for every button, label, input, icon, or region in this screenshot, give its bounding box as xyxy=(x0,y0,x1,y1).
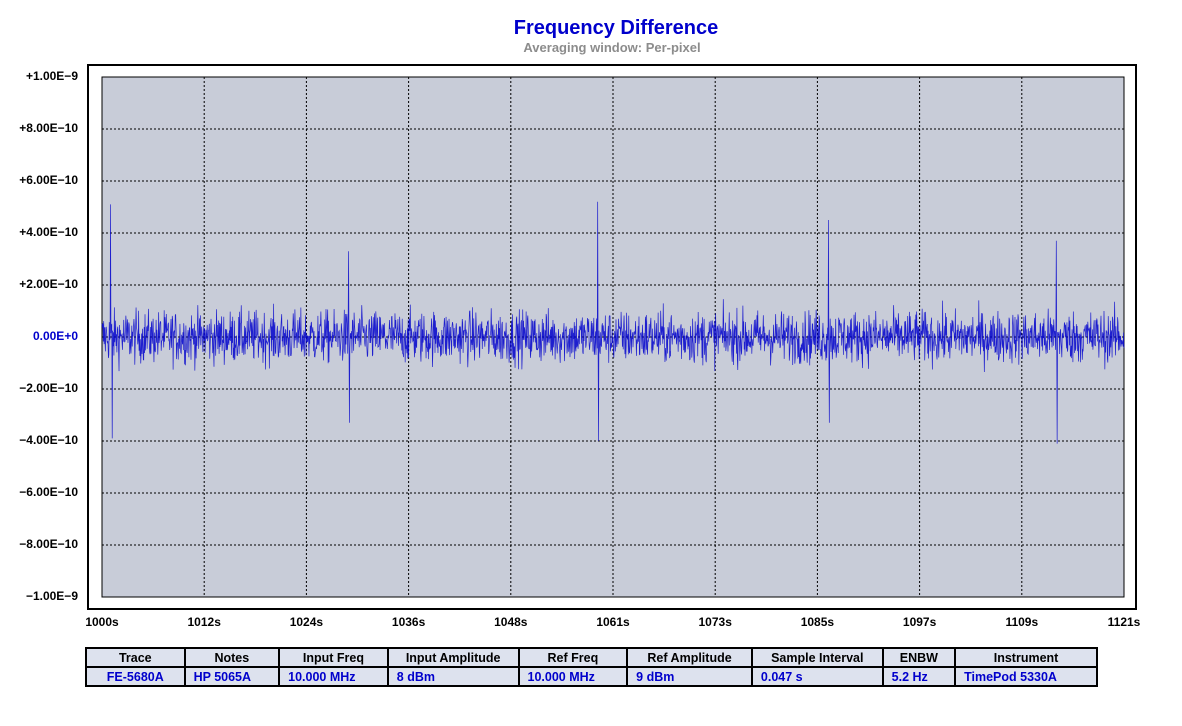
y-tick-label: +6.00E−10 xyxy=(19,173,78,187)
y-tick-label: −4.00E−10 xyxy=(19,433,78,447)
table-row: FE-5680A HP 5065A 10.000 MHz 8 dBm 10.000 MH… xyxy=(85,666,1098,687)
chart-title: Frequency Difference xyxy=(513,17,719,39)
table-cell: TimePod 5330A xyxy=(954,666,1098,687)
table-cell: 8 dBm xyxy=(386,666,520,687)
y-tick-label: 0.00E+0 xyxy=(32,329,78,343)
frequency-difference-trace xyxy=(101,201,1125,444)
y-tick-label: +8.00E−10 xyxy=(19,121,78,135)
x-tick-label: 1109s xyxy=(1005,615,1039,629)
table-header-cell: Ref Amplitude xyxy=(626,647,753,668)
y-tick-label: +2.00E−10 xyxy=(19,277,78,291)
table-body: FE-5680A HP 5065A 10.000 MHz 8 dBm 10.000 MH… xyxy=(85,666,1098,687)
table-header-cell: Ref Freq xyxy=(517,647,629,668)
table-cell: 0.047 s xyxy=(750,666,884,687)
table-header-cell: ENBW xyxy=(881,647,957,668)
y-tick-label: −2.00E−10 xyxy=(19,381,78,395)
x-tick-label: 1085s xyxy=(800,615,835,629)
x-tick-label: 1121s xyxy=(1107,615,1141,629)
table-cell: FE-5680A xyxy=(85,666,186,687)
y-tick-label: +4.00E−10 xyxy=(19,225,78,239)
x-tick-label: 1048s xyxy=(494,615,528,629)
table-header-cell: Input Amplitude xyxy=(386,647,520,668)
table-header-cell: Input Freq xyxy=(278,647,389,668)
trace-info-table: Trace Notes Input Freq Input Amplitude Ref F… xyxy=(85,647,1098,687)
table-cell: HP 5065A xyxy=(183,666,281,687)
x-tick-label: 1024s xyxy=(289,615,324,629)
table-cell: 10.000 MHz xyxy=(517,666,629,687)
table-header-row: Trace Notes Input Freq Input Amplitude Ref F… xyxy=(85,647,1098,668)
table-header-cell: Trace xyxy=(85,647,186,668)
x-tick-label: 1012s xyxy=(187,615,221,629)
y-tick-label: +1.00E−9 xyxy=(25,69,78,83)
x-tick-label: 1097s xyxy=(902,615,937,629)
table-cell: 10.000 MHz xyxy=(278,666,389,687)
x-tick-label: 1000s xyxy=(85,615,119,629)
table-cell: 5.2 Hz xyxy=(881,666,957,687)
x-tick-label: 1073s xyxy=(698,615,732,629)
chart-subtitle: Averaging window: Per-pixel xyxy=(523,40,701,55)
table-cell: 9 dBm xyxy=(626,666,753,687)
x-tick-label: 1036s xyxy=(391,615,426,629)
table-header-cell: Sample Interval xyxy=(750,647,884,668)
y-tick-label: −6.00E−10 xyxy=(19,485,78,499)
x-tick-label: 1061s xyxy=(596,615,630,629)
y-tick-label: −1.00E−9 xyxy=(25,589,78,603)
table-header-cell: Instrument xyxy=(954,647,1098,668)
y-tick-label: −8.00E−10 xyxy=(19,537,78,551)
table-header-cell: Notes xyxy=(183,647,281,668)
